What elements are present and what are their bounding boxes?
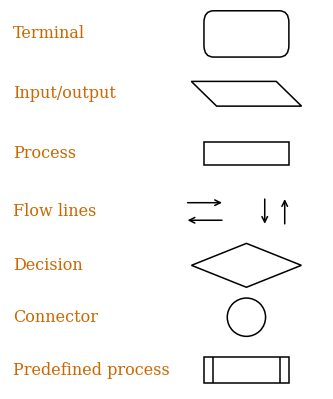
- Text: Connector: Connector: [13, 309, 98, 326]
- Text: Input/output: Input/output: [13, 85, 116, 102]
- Ellipse shape: [227, 298, 266, 336]
- Text: Predefined process: Predefined process: [13, 362, 170, 379]
- Bar: [204, 142, 289, 165]
- Text: Process: Process: [13, 145, 77, 162]
- Polygon shape: [191, 81, 302, 106]
- Text: Terminal: Terminal: [13, 26, 86, 42]
- FancyBboxPatch shape: [204, 11, 289, 57]
- Bar: [204, 358, 289, 383]
- Text: Flow lines: Flow lines: [13, 203, 97, 220]
- Text: Decision: Decision: [13, 257, 83, 274]
- Polygon shape: [191, 243, 301, 287]
